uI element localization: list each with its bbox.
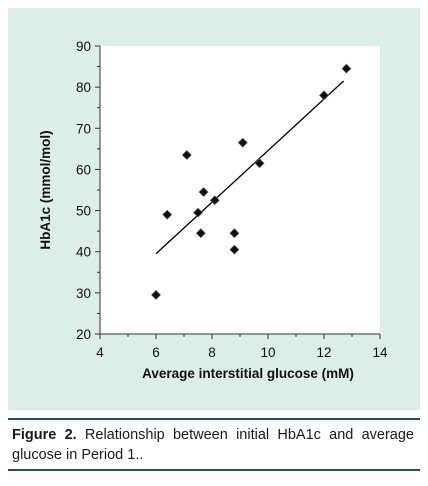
data-point (254, 158, 265, 169)
figure-panel: 20 30 40 50 60 70 80 90 4 6 8 10 12 14 Average interst… (8, 8, 420, 410)
data-point (162, 209, 173, 220)
caption-top-rule (8, 418, 420, 420)
y-tick-label: 50 (76, 204, 91, 219)
y-tick-label: 40 (76, 245, 91, 260)
data-point (192, 207, 204, 218)
data-point (198, 187, 209, 198)
x-tick-label: 6 (152, 345, 160, 360)
data-point (181, 150, 192, 161)
figure-caption: Figure 2. Relationship between initial H… (12, 425, 414, 465)
y-tick-label: 70 (76, 121, 91, 136)
y-tick-label: 80 (76, 80, 91, 95)
y-tick-label: 90 (76, 39, 91, 54)
x-tick-label: 8 (208, 345, 216, 360)
caption-text: Relationship between initial HbA1c and a… (12, 427, 414, 463)
data-point (195, 228, 206, 239)
data-point (237, 137, 248, 148)
y-tick-label: 30 (76, 286, 91, 301)
y-tick-label: 20 (76, 327, 91, 342)
caption-bottom-rule (8, 469, 420, 471)
plot-area (100, 46, 380, 334)
x-tick-label: 4 (96, 345, 104, 360)
y-tick-label: 60 (76, 162, 91, 177)
data-point (229, 244, 240, 255)
x-tick-label: 14 (372, 345, 388, 360)
scatter-chart: 20 30 40 50 60 70 80 90 4 6 8 10 12 14 Average interst… (38, 39, 388, 381)
x-tick-label: 10 (260, 345, 275, 360)
x-axis-title: Average interstitial glucose (mM) (142, 366, 354, 381)
trendline (155, 80, 345, 255)
x-tick-label: 12 (316, 345, 331, 360)
data-point (209, 195, 220, 206)
y-axis-title: HbA1c (mmol/mol) (38, 130, 53, 249)
data-point (341, 63, 352, 74)
caption-label: Figure 2. (12, 427, 77, 443)
data-point (150, 289, 162, 300)
data-point (318, 90, 330, 101)
data-point (229, 228, 240, 239)
